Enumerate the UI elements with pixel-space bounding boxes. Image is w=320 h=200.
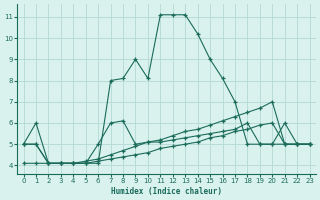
X-axis label: Humidex (Indice chaleur): Humidex (Indice chaleur) <box>111 187 222 196</box>
